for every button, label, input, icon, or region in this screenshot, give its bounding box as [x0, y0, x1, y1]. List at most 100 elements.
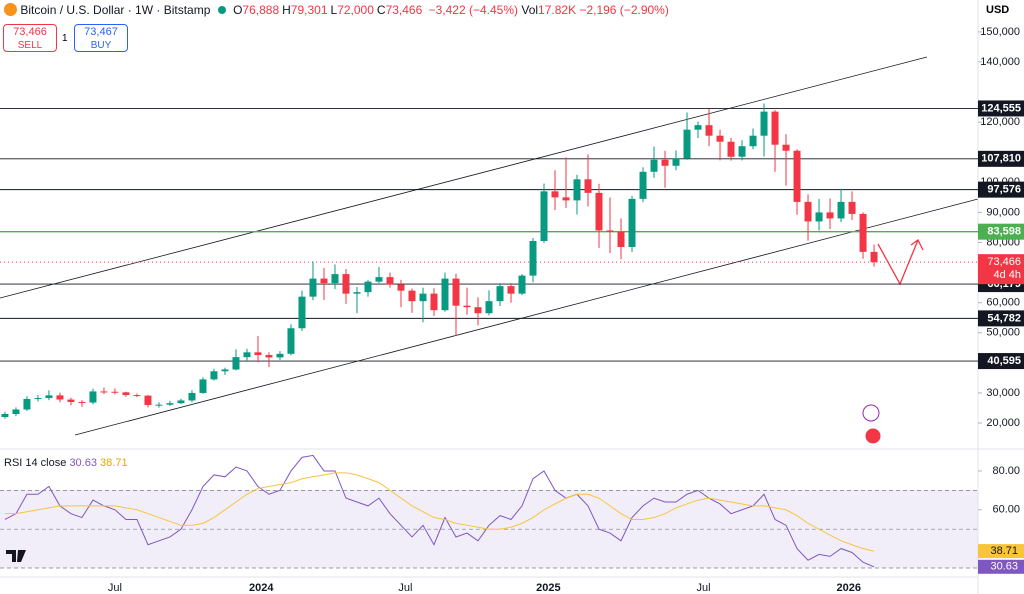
candle-body: [408, 290, 416, 302]
candle-body: [650, 159, 658, 172]
candle-body: [78, 401, 86, 403]
x-tick-label: Jul: [398, 582, 412, 594]
last-price-box: [978, 254, 1024, 285]
candle-body: [56, 395, 64, 400]
candle-body: [738, 146, 746, 157]
level-label: 40,595: [987, 355, 1021, 367]
sell-button[interactable]: 73,466 SELL: [3, 24, 57, 52]
candle-body: [331, 274, 339, 284]
event-icon[interactable]: [864, 427, 882, 445]
candle-body: [683, 129, 691, 159]
vol: 17.82K: [538, 3, 577, 17]
candle-body: [562, 197, 570, 201]
vol-label: Vol: [521, 3, 539, 17]
candle-body: [419, 293, 427, 302]
candle-body: [298, 296, 306, 329]
candle-body: [672, 158, 680, 166]
candle-body: [474, 307, 482, 314]
candle-body: [639, 171, 647, 199]
rsi-value-label: 38.71: [990, 545, 1018, 557]
candle-body: [23, 398, 31, 410]
candle-body: [221, 369, 229, 372]
channel-upper: [0, 56, 928, 299]
candle-body: [507, 286, 515, 294]
candle-body: [441, 278, 449, 311]
y-tick-label: 20,000: [986, 417, 1020, 429]
candle-body: [485, 301, 493, 314]
level-label: 97,576: [987, 184, 1021, 196]
candle-body: [661, 159, 669, 166]
buy-price: 73,467: [84, 26, 118, 38]
y-tick-label: 50,000: [986, 327, 1020, 339]
candle-body: [749, 135, 757, 147]
coin-icon: [4, 3, 17, 16]
candle-body: [397, 284, 405, 291]
candle-body: [782, 144, 790, 151]
candle-body: [133, 395, 141, 397]
qty: 1: [62, 33, 68, 44]
level-box: [978, 223, 1024, 240]
rsi-title: RSI 14 close: [4, 457, 67, 469]
candle-body: [177, 400, 185, 404]
rsi-value-box: [978, 544, 1024, 559]
rsi-ma-value: 38.71: [100, 457, 128, 469]
sell-label: SELL: [17, 40, 43, 51]
candle-body: [540, 191, 548, 241]
candle-body: [716, 135, 724, 142]
candle-body: [265, 355, 273, 358]
level-box: [978, 353, 1024, 370]
ohlc-label: L: [330, 3, 338, 17]
ohlc-value: 73,466: [385, 3, 423, 17]
symbol: Bitcoin / U.S. Dollar · 1W · Bitstamp: [20, 3, 211, 17]
candle-body: [122, 392, 130, 396]
candle-body: [606, 230, 614, 232]
level-label: 107,810: [981, 153, 1021, 165]
sell-price: 73,466: [13, 26, 47, 38]
candle-body: [518, 275, 526, 294]
rsi-line: [4, 472, 875, 552]
candle-body: [705, 125, 713, 136]
candle-body: [496, 286, 504, 302]
y-tick-label: 60,000: [986, 297, 1020, 309]
y-tick-label: 30,000: [986, 387, 1020, 399]
x-tick-label: Jul: [696, 582, 710, 594]
logo: [6, 550, 26, 562]
ohlc: O76,888 H79,301 L72,000 C73,466: [233, 3, 425, 17]
candle-body: [364, 281, 372, 293]
candle-body: [848, 201, 856, 214]
x-tick-label: Jul: [108, 582, 122, 594]
event-icon[interactable]: [862, 404, 880, 422]
candle-body: [210, 371, 218, 380]
level-box: [978, 310, 1024, 327]
candle-body: [452, 278, 460, 306]
level-box: [978, 181, 1024, 198]
candle-body: [826, 212, 834, 219]
candle-body: [584, 179, 592, 193]
candle-body: [694, 125, 702, 130]
change: −3,422 (−4.45%): [428, 3, 519, 17]
status-dot: [217, 6, 226, 14]
candle-body: [342, 274, 350, 294]
candle-body: [243, 352, 251, 358]
candle-body: [375, 277, 383, 282]
candle-body: [617, 231, 625, 248]
currency[interactable]: USD: [986, 4, 1010, 16]
ohlc-value: 72,000: [337, 3, 374, 17]
candle-body: [859, 213, 867, 252]
x-tick-label: 2024: [249, 582, 274, 594]
candle-body: [551, 191, 559, 198]
rsi-value-label: 30.63: [990, 561, 1018, 573]
candle-body: [166, 403, 174, 405]
level-box: [978, 100, 1024, 117]
candle-body: [1, 414, 9, 418]
candle-body: [89, 391, 97, 403]
candle-body: [309, 278, 317, 297]
y-tick-label: 60.00: [992, 504, 1020, 516]
candle-body: [804, 201, 812, 222]
candle-body: [793, 150, 801, 202]
countdown: 4d 4h: [993, 269, 1021, 281]
buy-button[interactable]: 73,467 BUY: [74, 24, 128, 52]
candle-body: [232, 357, 240, 370]
ohlc-label: H: [282, 3, 291, 17]
